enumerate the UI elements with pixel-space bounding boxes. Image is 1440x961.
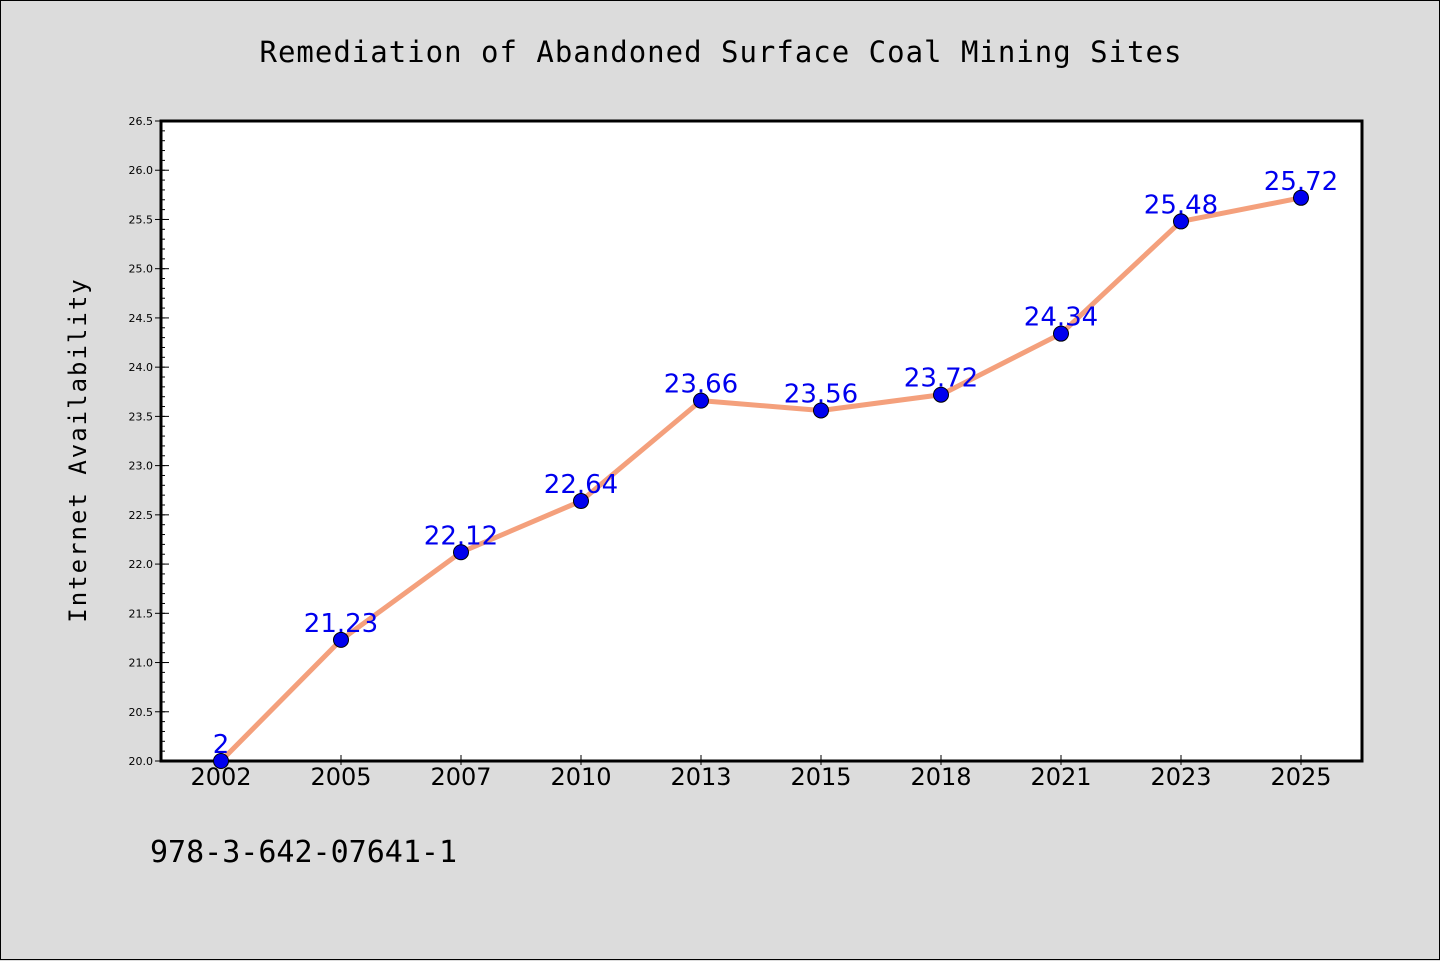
y-tick-label: 23.0 bbox=[129, 460, 154, 473]
data-point bbox=[1173, 213, 1189, 230]
data-point bbox=[333, 631, 349, 648]
data-point bbox=[933, 386, 949, 403]
data-point bbox=[813, 402, 829, 419]
chart-title: Remediation of Abandoned Surface Coal Mi… bbox=[259, 35, 1183, 69]
data-label: 24.34 bbox=[1024, 303, 1098, 333]
plot-frame bbox=[159, 119, 1364, 763]
x-tick-label: 2021 bbox=[1030, 763, 1091, 791]
y-tick-label: 21.5 bbox=[129, 607, 154, 620]
data-label: 25.48 bbox=[1144, 190, 1218, 220]
y-tick-label: 22.5 bbox=[129, 509, 154, 522]
y-tick-label: 25.5 bbox=[129, 213, 154, 226]
data-point bbox=[693, 392, 709, 409]
data-label: 21.23 bbox=[304, 609, 378, 639]
plot-area bbox=[161, 121, 1362, 761]
series-line bbox=[218, 195, 1304, 764]
y-tick-label: 20.0 bbox=[129, 755, 154, 768]
data-label: 23.72 bbox=[904, 364, 978, 394]
data-point bbox=[1053, 325, 1069, 342]
y-tick-label: 26.0 bbox=[129, 164, 154, 177]
data-label: 2 bbox=[213, 730, 230, 760]
data-label: 22.64 bbox=[544, 470, 618, 500]
y-tick-label: 20.5 bbox=[129, 706, 154, 719]
data-point bbox=[1293, 189, 1309, 206]
y-tick-label: 22.0 bbox=[129, 558, 154, 571]
data-point bbox=[213, 753, 229, 769]
x-tick-label: 2005 bbox=[310, 763, 371, 791]
footnote-isbn: 978-3-642-07641-1 bbox=[150, 835, 458, 870]
x-tick-label: 2015 bbox=[790, 763, 851, 791]
x-tick-label: 2018 bbox=[910, 763, 971, 791]
y-tick-label: 24.5 bbox=[129, 312, 154, 325]
data-label: 23.66 bbox=[664, 370, 738, 400]
y-tick-label: 26.5 bbox=[129, 115, 154, 128]
x-tick-label: 2025 bbox=[1270, 763, 1331, 791]
x-tick-label: 2023 bbox=[1150, 763, 1211, 791]
data-label: 23.56 bbox=[784, 379, 858, 409]
y-tick-label: 24.0 bbox=[129, 361, 154, 374]
y-tick-label: 25.0 bbox=[129, 263, 154, 276]
data-point bbox=[453, 544, 469, 561]
data-label: 22.12 bbox=[424, 521, 498, 551]
data-label: 25.72 bbox=[1264, 167, 1338, 197]
x-tick-label: 2013 bbox=[670, 763, 731, 791]
y-tick-label: 23.5 bbox=[129, 410, 154, 423]
y-tick-label: 21.0 bbox=[129, 657, 154, 670]
data-point bbox=[573, 493, 589, 510]
x-tick-label: 2007 bbox=[430, 763, 491, 791]
x-tick-label: 2010 bbox=[550, 763, 611, 791]
